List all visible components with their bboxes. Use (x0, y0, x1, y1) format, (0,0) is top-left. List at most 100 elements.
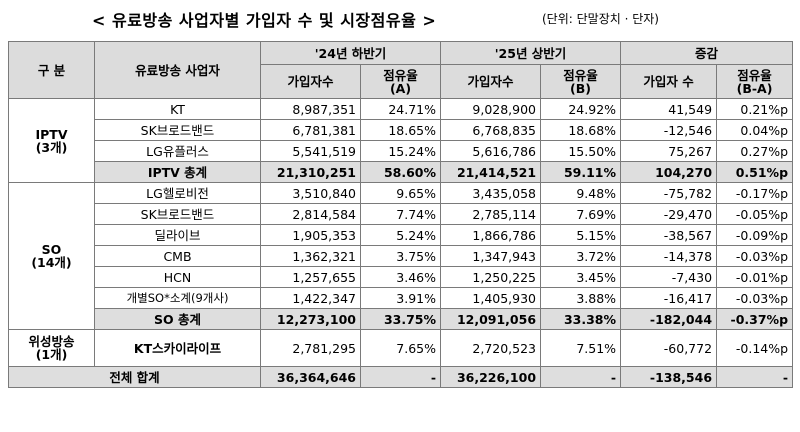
share-a: 18.65% (359, 119, 442, 141)
operator-name: 딜라이브 (94, 224, 261, 246)
subs-b: 9,028,900 (440, 98, 542, 120)
header-share-a: 점유율 (A) (359, 64, 442, 99)
subs-b: 12,091,056 (440, 308, 542, 330)
subs-b: 2,720,523 (440, 329, 542, 367)
share-a: 3.46% (359, 266, 442, 288)
diff-share: 0.21%p (716, 98, 794, 120)
diff-share: -0.37%p (716, 308, 794, 330)
satellite-row: 위성방송 (1개) KT스카이라이프 2,781,295 7.65% 2,720,… (8, 329, 794, 367)
header-category: 구 분 (8, 41, 95, 99)
subs-b: 21,414,521 (440, 161, 542, 183)
subs-a: 12,273,100 (260, 308, 361, 330)
diff-share: - (716, 366, 794, 388)
diff-share: 0.04%p (716, 119, 794, 141)
operator-name: LG헬로비전 (94, 182, 261, 204)
header-subs-b: 가입자수 (440, 64, 542, 99)
share-a: 24.71% (359, 98, 442, 120)
header-period2: '25년 상반기 (440, 41, 622, 65)
subs-a: 1,257,655 (260, 266, 361, 288)
share-a: 9.65% (359, 182, 442, 204)
diff-share: -0.09%p (716, 224, 794, 246)
share-b: 9.48% (540, 182, 622, 204)
operator-name: 개별SO*소계(9개사) (94, 287, 261, 309)
header-operator: 유료방송 사업자 (94, 41, 261, 99)
diff-subs: 104,270 (620, 161, 718, 183)
subs-a: 36,364,646 (260, 366, 361, 388)
table-row: HCN 1,257,655 3.46% 1,250,225 3.45% -7,4… (9, 266, 794, 288)
category-iptv: IPTV (3개) (8, 98, 95, 183)
diff-subs: 75,267 (620, 140, 718, 162)
share-a: 58.60% (359, 161, 442, 183)
share-a: 5.24% (359, 224, 442, 246)
share-b: 3.72% (540, 245, 622, 267)
diff-share: -0.17%p (716, 182, 794, 204)
share-b: 15.50% (540, 140, 622, 162)
share-a: 7.65% (359, 329, 442, 367)
diff-share: 0.27%p (716, 140, 794, 162)
subs-a: 2,781,295 (260, 329, 361, 367)
subscriber-table: 구 분 유료방송 사업자 '24년 하반기 '25년 상반기 증감 가입자수 점… (8, 41, 794, 388)
operator-name: SK브로드밴드 (94, 119, 261, 141)
subs-b: 2,785,114 (440, 203, 542, 225)
share-b: 18.68% (540, 119, 622, 141)
unit-note: (단위: 단말장치 · 단자) (542, 12, 659, 26)
diff-share: 0.51%p (716, 161, 794, 183)
operator-name: KT스카이라이프 (94, 329, 261, 367)
diff-subs: -12,546 (620, 119, 718, 141)
subs-b: 1,347,943 (440, 245, 542, 267)
share-b: 33.38% (540, 308, 622, 330)
share-b: 7.69% (540, 203, 622, 225)
table-title: < 유료방송 사업자별 가입자 수 및 시장점유율 > (92, 11, 437, 30)
subs-a: 1,422,347 (260, 287, 361, 309)
diff-share: -0.01%p (716, 266, 794, 288)
category-so: SO (14개) (8, 182, 95, 330)
subs-b: 5,616,786 (440, 140, 542, 162)
share-b: 7.51% (540, 329, 622, 367)
subs-a: 1,362,321 (260, 245, 361, 267)
diff-subs: -60,772 (620, 329, 718, 367)
diff-subs: -29,470 (620, 203, 718, 225)
header-period1: '24년 하반기 (259, 41, 442, 65)
share-b: 24.92% (540, 98, 622, 120)
diff-subs: -75,782 (620, 182, 718, 204)
operator-name: CMB (94, 245, 261, 267)
header-change: 증감 (620, 41, 794, 65)
operator-name: SK브로드밴드 (94, 203, 261, 225)
share-a: 3.91% (359, 287, 442, 309)
header-subs-a: 가입자수 (260, 64, 361, 99)
table-row: SK브로드밴드 2,814,584 7.74% 2,785,114 7.69% … (9, 203, 794, 225)
subs-a: 5,541,519 (260, 140, 361, 162)
diff-subs: 41,549 (620, 98, 718, 120)
operator-name: KT (94, 98, 261, 120)
table-row: SO (14개) LG헬로비전 3,510,840 9.65% 3,435,058… (8, 182, 794, 330)
table-row: LG유플러스 5,541,519 15.24% 5,616,786 15.50%… (9, 140, 794, 162)
table-row: IPTV (3개) KT 8,987,351 24.71% 9,028,900 2… (8, 98, 794, 183)
share-b: 3.88% (540, 287, 622, 309)
diff-subs: -7,430 (620, 266, 718, 288)
subtotal-name: SO 총계 (94, 308, 261, 330)
subs-b: 1,405,930 (440, 287, 542, 309)
subs-b: 1,866,786 (440, 224, 542, 246)
operator-name: LG유플러스 (94, 140, 261, 162)
header-change-subs: 가입자 수 (620, 64, 718, 99)
grand-total-row: 전체 합계 36,364,646 - 36,226,100 - -138,546… (8, 366, 794, 388)
share-b: 3.45% (540, 266, 622, 288)
header-share-b: 점유율 (B) (540, 64, 622, 99)
diff-subs: -138,546 (620, 366, 718, 388)
diff-subs: -38,567 (620, 224, 718, 246)
subs-a: 6,781,381 (260, 119, 361, 141)
share-a: 33.75% (359, 308, 442, 330)
diff-share: -0.05%p (716, 203, 794, 225)
table-row: CMB 1,362,321 3.75% 1,347,943 3.72% -14,… (9, 245, 794, 267)
diff-subs: -182,044 (620, 308, 718, 330)
subs-b: 3,435,058 (440, 182, 542, 204)
subtotal-row: IPTV 총계 21,310,251 58.60% 21,414,521 59.… (9, 161, 794, 183)
share-a: 15.24% (359, 140, 442, 162)
share-a: 7.74% (359, 203, 442, 225)
subs-a: 3,510,840 (260, 182, 361, 204)
header-change-share: 점유율 (B-A) (716, 64, 794, 99)
share-b: 5.15% (540, 224, 622, 246)
diff-share: -0.03%p (716, 245, 794, 267)
diff-subs: -16,417 (620, 287, 718, 309)
diff-share: -0.14%p (716, 329, 794, 367)
